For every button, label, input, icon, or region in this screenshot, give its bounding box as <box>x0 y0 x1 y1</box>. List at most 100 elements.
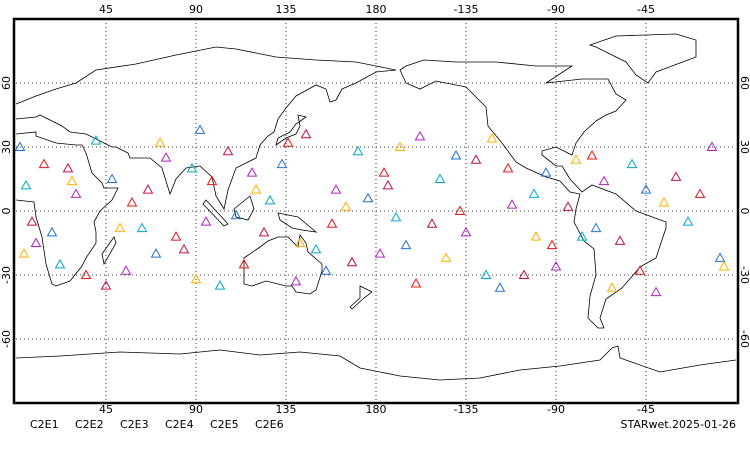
x-tick-label: 90 <box>189 403 203 416</box>
triangle-marker <box>530 231 542 241</box>
sumatra <box>202 199 229 227</box>
triangle-marker <box>54 258 66 269</box>
triangle-marker <box>230 209 242 220</box>
triangle-marker <box>494 282 506 292</box>
y-tick-label: 30 <box>738 140 750 154</box>
triangle-marker <box>454 205 466 215</box>
triangle-marker <box>394 141 406 151</box>
x-tick-label: 180 <box>366 403 387 416</box>
triangle-marker <box>346 256 358 267</box>
japan <box>275 114 307 146</box>
x-tick-label: -45 <box>637 3 655 16</box>
x-tick-label: 45 <box>99 3 113 16</box>
triangle-marker <box>506 199 518 209</box>
y-tick-label: 30 <box>0 140 13 154</box>
triangle-marker <box>170 231 182 241</box>
triangle-marker <box>518 269 530 279</box>
triangle-marker <box>352 145 364 156</box>
triangle-marker <box>62 162 74 173</box>
y-tick-label: 60 <box>738 76 750 90</box>
coastlines <box>15 33 737 381</box>
x-tick-label: -45 <box>637 403 655 416</box>
triangle-marker <box>66 175 78 186</box>
triangle-marker <box>414 130 426 141</box>
triangle-marker <box>374 248 386 258</box>
triangle-marker <box>14 141 26 151</box>
triangle-marker <box>38 158 50 169</box>
triangle-marker <box>590 222 602 233</box>
x-tick-label: -135 <box>454 403 479 416</box>
triangle-marker <box>282 137 294 147</box>
borneo <box>233 195 255 221</box>
africa <box>15 131 119 287</box>
x-tick-label: 135 <box>276 403 297 416</box>
x-tick-label: 90 <box>189 3 203 16</box>
triangle-marker <box>378 167 390 177</box>
triangle-marker <box>340 201 352 211</box>
triangle-marker <box>626 158 638 169</box>
madagascar <box>101 236 117 266</box>
triangle-marker <box>694 188 706 198</box>
triangle-marker <box>238 258 250 269</box>
greenland <box>588 33 697 84</box>
triangle-marker <box>486 132 498 143</box>
x-tick-label: 180 <box>366 3 387 16</box>
legend-label: C2E3 <box>120 418 149 431</box>
legend-label: C2E5 <box>210 418 239 431</box>
triangle-marker <box>186 162 198 173</box>
triangle-marker <box>26 216 38 226</box>
triangle-marker <box>570 154 582 164</box>
triangle-marker <box>160 152 172 162</box>
y-tick-label: -30 <box>738 266 750 284</box>
triangle-marker <box>246 167 258 177</box>
triangle-marker <box>206 175 218 186</box>
x-tick-label: -135 <box>454 3 479 16</box>
x-tick-label: -90 <box>547 3 565 16</box>
triangle-marker <box>562 201 574 211</box>
legend-label: C2E6 <box>255 418 284 431</box>
triangle-marker <box>614 235 626 245</box>
triangle-marker <box>470 154 482 164</box>
triangle-marker <box>382 179 394 190</box>
y-tick-label: 60 <box>0 76 13 90</box>
triangle-marker <box>20 179 32 190</box>
triangle-marker <box>480 269 492 279</box>
triangle-marker <box>222 145 234 156</box>
triangle-marker <box>586 150 598 160</box>
triangle-marker <box>310 243 322 254</box>
legend-label: C2E1 <box>30 418 59 431</box>
triangle-marker <box>326 218 338 228</box>
x-tick-label: -90 <box>547 403 565 416</box>
triangle-marker <box>150 248 162 258</box>
triangle-marker <box>80 269 92 279</box>
x-tick-label: 45 <box>99 403 113 416</box>
triangle-marker <box>598 175 610 186</box>
triangle-marker <box>502 162 514 173</box>
triangle-marker <box>258 226 270 237</box>
grid <box>16 19 736 403</box>
x-tick-label: 135 <box>276 3 297 16</box>
map-frame <box>12 17 740 405</box>
triangle-marker <box>126 196 138 207</box>
triangle-marker <box>550 260 562 271</box>
y-tick-label: 0 <box>0 208 13 215</box>
caption: STARwet.2025-01-26 <box>620 418 736 431</box>
triangle-marker <box>362 192 374 203</box>
triangle-marker <box>434 173 446 183</box>
triangle-marker <box>264 194 276 205</box>
triangle-marker <box>30 237 42 247</box>
triangle-marker <box>136 222 148 233</box>
triangle-marker <box>670 171 682 181</box>
triangle-marker <box>410 278 422 288</box>
triangle-marker <box>576 231 588 241</box>
triangle-marker <box>528 188 540 198</box>
labels: 45 45 90 90 135 135 180 180 -135 -135 -90 -90 -45 -45… <box>0 3 750 431</box>
y-tick-label: -60 <box>0 330 13 348</box>
australia <box>243 234 323 295</box>
triangle-marker <box>294 237 306 247</box>
triangle-marker <box>450 150 462 160</box>
y-tick-label: 0 <box>738 208 750 215</box>
triangle-marker <box>200 216 212 226</box>
